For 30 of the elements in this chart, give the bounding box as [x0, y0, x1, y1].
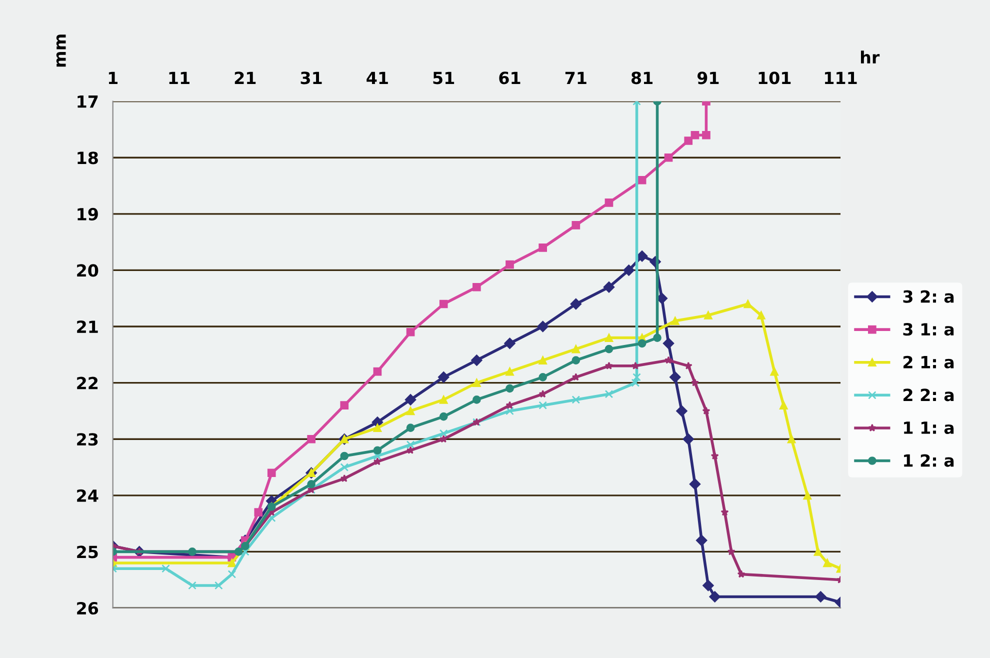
y-axis-title: mm [56, 34, 66, 67]
y-tick-label: 17 [78, 96, 98, 108]
x-tick-label: 91 [697, 72, 719, 84]
y-tick-label: 19 [78, 208, 98, 220]
x-tick-label: 101 [758, 72, 791, 84]
y-tick-label: 25 [77, 546, 98, 558]
legend-label: 1 2: a [904, 454, 954, 467]
x-tick-label: 11 [169, 72, 190, 84]
x-tick-label: 111 [824, 72, 857, 84]
x-tick-label: 71 [565, 72, 586, 84]
legend-label: 2 2: a [903, 388, 954, 402]
y-tick-label: 20 [77, 264, 98, 277]
y-tick-label: 21 [77, 320, 98, 333]
x-tick-label: 61 [499, 72, 520, 84]
legend-label: 3 1: a [903, 323, 954, 336]
y-tick-label: 22 [77, 376, 98, 390]
legend-label: 2 1: a [903, 356, 954, 368]
y-tick-label: 18 [78, 152, 98, 164]
y-tick-label: 26 [77, 602, 98, 615]
x-tick-label: 31 [300, 72, 322, 84]
x-tick-label: 51 [433, 72, 454, 84]
x-axis-title: hr [860, 50, 880, 64]
x-tick-label: 41 [366, 72, 388, 84]
x-tick-label: 81 [631, 72, 653, 84]
x-tick-label: 1 [108, 72, 118, 84]
legend-label: 1 1: a [904, 422, 954, 434]
y-tick-label: 24 [77, 489, 98, 502]
x-tick-label: 21 [234, 72, 256, 84]
legend-label: 3 2: a [903, 290, 954, 303]
y-tick-label: 23 [77, 433, 98, 446]
